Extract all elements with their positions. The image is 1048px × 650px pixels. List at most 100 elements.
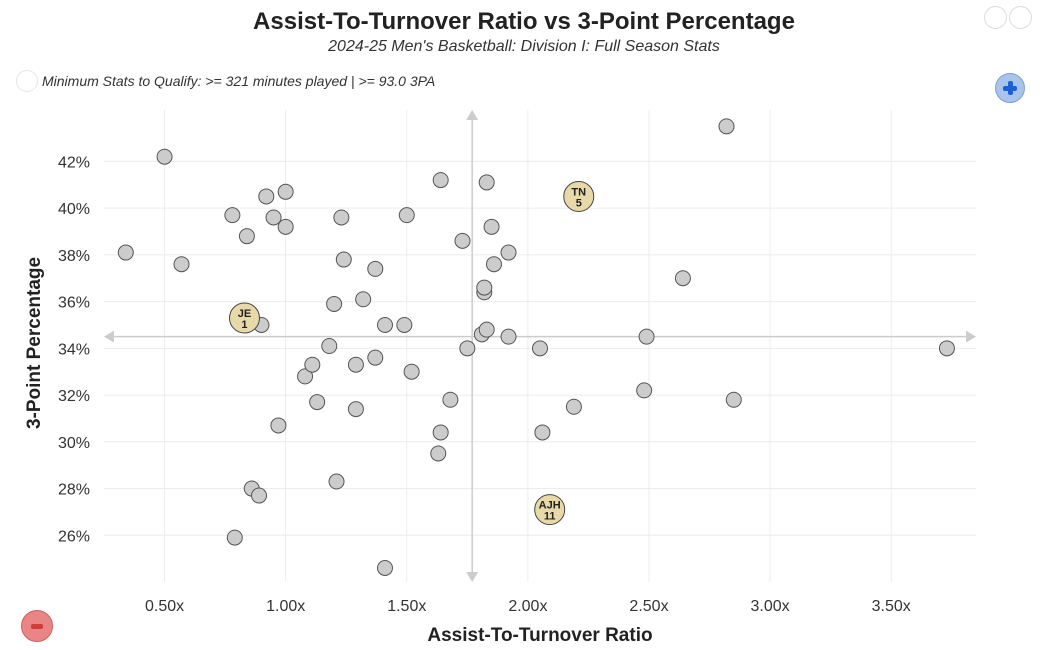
data-point <box>117 244 134 261</box>
y-tick-label: 32% <box>58 388 90 405</box>
data-point <box>500 244 517 261</box>
x-tick-label: 1.50x <box>387 598 426 615</box>
data-point <box>309 394 326 411</box>
data-point <box>297 368 314 385</box>
highlight-number: 5 <box>576 197 582 209</box>
data-point <box>454 232 471 249</box>
data-point <box>321 338 338 354</box>
x-axis-ticks: 0.50x 1.00x 1.50x 2.00x 2.50x 3.00x 3.50x <box>145 598 911 615</box>
x-tick-label: 3.00x <box>751 598 790 615</box>
y-tick-label: 34% <box>58 341 90 358</box>
data-point <box>725 391 742 408</box>
data-point <box>347 401 364 418</box>
chart-subtitle: 2024-25 Men's Basketball: Division I: Fu… <box>328 38 720 55</box>
circle-icon[interactable] <box>984 6 1007 29</box>
y-tick-label: 42% <box>58 154 90 171</box>
x-tick-label: 1.00x <box>266 598 305 615</box>
data-point <box>224 207 241 224</box>
data-point <box>478 174 495 191</box>
data-point <box>304 356 321 373</box>
data-point <box>376 559 393 576</box>
highlight-point: JE1 <box>228 302 260 334</box>
data-point <box>478 321 495 338</box>
data-point <box>367 349 384 366</box>
highlight-marker <box>563 180 595 212</box>
data-point <box>938 340 955 357</box>
arrow-left-icon <box>104 330 114 343</box>
data-point <box>333 209 350 226</box>
data-point <box>376 316 393 333</box>
data-point <box>328 473 345 490</box>
data-point <box>398 207 415 224</box>
x-tick-label: 3.50x <box>872 598 911 615</box>
y-tick-label: 26% <box>58 528 90 545</box>
data-point <box>500 328 517 345</box>
note-circle-icon <box>16 70 38 92</box>
data-point <box>258 188 275 205</box>
data-points <box>117 118 955 576</box>
data-point <box>226 529 243 546</box>
data-point <box>674 270 691 287</box>
qualify-note: Minimum Stats to Qualify: >= 321 minutes… <box>16 70 435 92</box>
highlight-number: 1 <box>241 319 247 331</box>
data-point <box>173 256 190 273</box>
highlight-marker <box>228 302 260 334</box>
qualify-note-text: Minimum Stats to Qualify: >= 321 minutes… <box>42 73 436 89</box>
data-point <box>483 218 500 235</box>
highlight-point: TN5 <box>563 180 595 212</box>
data-point <box>277 218 294 235</box>
data-point <box>442 391 459 408</box>
chart-title: Assist-To-Turnover Ratio vs 3-Point Perc… <box>253 8 795 35</box>
zoom-in-button[interactable] <box>995 73 1025 103</box>
y-tick-label: 28% <box>58 482 90 499</box>
highlight-label: JE <box>238 308 251 320</box>
data-point <box>432 424 449 441</box>
data-point <box>367 260 384 277</box>
data-point <box>718 118 735 135</box>
average-lines <box>104 110 976 582</box>
data-point <box>355 291 372 308</box>
y-tick-label: 30% <box>58 435 90 452</box>
x-tick-label: 2.00x <box>508 598 547 615</box>
data-point <box>459 340 476 357</box>
y-tick-label: 38% <box>58 248 90 265</box>
data-point <box>485 256 502 273</box>
x-tick-label: 0.50x <box>145 598 184 615</box>
data-point <box>347 356 364 373</box>
data-point <box>265 209 282 226</box>
arrow-down-icon <box>466 572 479 582</box>
data-point <box>638 328 655 345</box>
highlight-label: TN <box>571 186 586 198</box>
data-point <box>476 279 493 296</box>
arrow-right-icon <box>966 330 976 343</box>
data-point <box>432 172 449 189</box>
zoom-out-button[interactable] <box>21 610 53 642</box>
y-axis-ticks: 26% 28% 30% 32% 34% 36% 38% 40% 42% <box>58 154 90 545</box>
top-right-controls <box>984 6 1032 29</box>
highlight-number: 11 <box>544 511 556 523</box>
y-axis-title: 3-Point Percentage <box>24 257 45 429</box>
data-point <box>335 251 352 268</box>
highlight-marker <box>534 494 566 526</box>
data-point <box>251 487 268 504</box>
x-tick-label: 2.50x <box>629 598 668 615</box>
data-point <box>396 316 413 333</box>
data-point <box>532 340 548 357</box>
data-point <box>277 183 294 200</box>
y-tick-label: 40% <box>58 201 90 218</box>
data-point <box>636 382 653 399</box>
arrow-up-icon <box>466 110 479 120</box>
data-point <box>565 398 582 415</box>
y-tick-label: 36% <box>58 295 90 312</box>
data-point <box>430 445 447 462</box>
highlight-label: AJH <box>539 500 561 512</box>
data-point <box>270 417 287 434</box>
circle-icon[interactable] <box>1009 6 1032 29</box>
data-point <box>326 295 343 312</box>
data-point <box>403 363 420 380</box>
x-axis-title: Assist-To-Turnover Ratio <box>427 625 652 646</box>
data-point <box>238 228 255 245</box>
